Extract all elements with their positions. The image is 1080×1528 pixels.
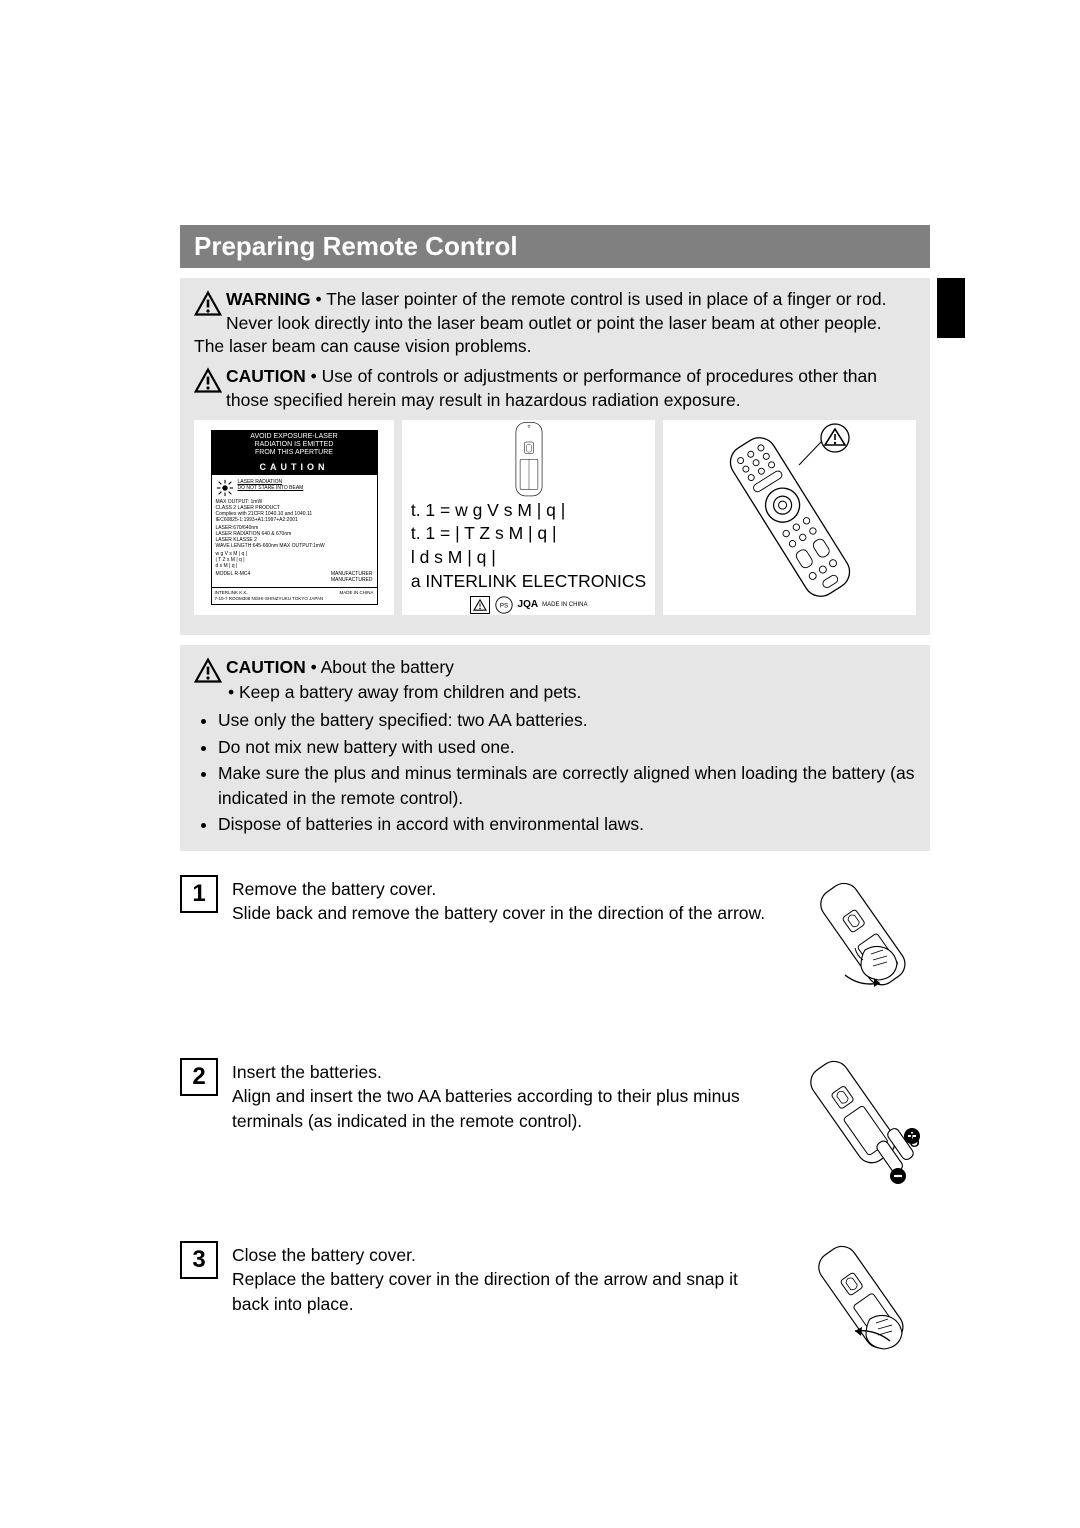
laser-line2: DO NOT STARE INTO BEAM (238, 485, 304, 491)
laser-hdr-2: RADIATION IS EMITTED (214, 441, 375, 449)
step-text: Close the battery cover. Replace the bat… (232, 1241, 776, 1317)
laser-label-body: LASER RADIATION DO NOT STARE INTO BEAM M… (212, 475, 377, 587)
step-title: Close the battery cover. (232, 1245, 416, 1265)
step-body: Slide back and remove the battery cover … (232, 903, 765, 923)
step-number: 3 (180, 1241, 218, 1279)
page-number: 5 (909, 1131, 920, 1153)
jqa-made: MADE IN CHINA (542, 601, 587, 609)
laser-made: MADE IN CHINA (339, 590, 373, 602)
battery-caution-label: CAUTION (226, 657, 306, 677)
laser-burst-icon (216, 479, 234, 497)
laser-hdr-1: AVOID EXPOSURE-LASER (214, 433, 375, 441)
warning-box: WARNING • The laser pointer of the remot… (180, 278, 930, 635)
steps-section: 1 Remove the battery cover. Slide back a… (180, 875, 930, 1366)
battery-caution-box: CAUTION • About the battery • Keep a bat… (180, 645, 930, 851)
laser-codes: w g V s M | q | | T Z s M | q | d s M | … (216, 551, 373, 569)
remote-back-illustration (494, 420, 564, 499)
manual-page: Preparing Remote Control WARNING • The l… (0, 0, 1080, 1528)
laser-wave: LASER:670/640nm LASER RADIATION 640 & 67… (216, 525, 373, 549)
step-body: Replace the battery cover in the directi… (232, 1269, 738, 1314)
step-3-illustration (790, 1241, 930, 1366)
battery-bullet-4: Dispose of batteries in accord with envi… (218, 812, 916, 837)
mini-warning-icon (470, 596, 490, 614)
battery-bullet-2: Do not mix new battery with used one. (218, 735, 916, 760)
step-body: Align and insert the two AA batteries ac… (232, 1086, 740, 1131)
battery-caution-list: Use only the battery specified: two AA b… (194, 708, 916, 837)
caution-text: • Use of controls or adjustments or perf… (226, 366, 877, 410)
laser-address: INTERLINK K.K. 7-10-7 ROOM308 NISHI-SHIN… (215, 590, 324, 602)
step-2: 2 Insert the batteries. Align and insert… (180, 1058, 930, 1183)
step-number: 2 (180, 1058, 218, 1096)
back-l1: t. 1 = w g V s M | q | (411, 499, 646, 523)
battery-caution-intro: • About the battery (311, 657, 454, 677)
ps-mark-icon: PS (494, 595, 514, 615)
back-l3: l d s M | q | (411, 546, 646, 570)
laser-label-foot: INTERLINK K.K. 7-10-7 ROOM308 NISHI-SHIN… (212, 587, 377, 604)
step-3: 3 Close the battery cover. Replace the b… (180, 1241, 930, 1366)
step-1-illustration (790, 875, 930, 1000)
side-index-tab (937, 278, 965, 338)
callout-warning-icon (799, 424, 849, 465)
laser-caution-bar: CAUTION (212, 459, 377, 475)
warning-label: WARNING (226, 289, 311, 309)
warning-triangle-icon (194, 290, 222, 318)
caution-label: CAUTION (226, 366, 306, 386)
step-title: Remove the battery cover. (232, 879, 436, 899)
svg-text:PS: PS (499, 603, 507, 610)
battery-caution-icon (194, 657, 222, 685)
step-1: 1 Remove the battery cover. Slide back a… (180, 875, 930, 1000)
remote-back-specs: t. 1 = w g V s M | q | t. 1 = | T Z s M … (411, 499, 646, 594)
section-title-bar: Preparing Remote Control (180, 225, 930, 268)
step-text: Insert the batteries. Align and insert t… (232, 1058, 776, 1134)
remote-front-illustration (725, 420, 855, 615)
caution-paragraph: CAUTION • Use of controls or adjustments… (194, 365, 916, 412)
step-title: Insert the batteries. (232, 1062, 382, 1082)
laser-mfg: MANUFACTURER MANUFACTURED (331, 571, 373, 583)
diagram-row: AVOID EXPOSURE-LASER RADIATION IS EMITTE… (194, 420, 916, 615)
back-l4: a INTERLINK ELECTRONICS (411, 570, 646, 594)
jqa-text: JQA (518, 598, 539, 612)
laser-label-header: AVOID EXPOSURE-LASER RADIATION IS EMITTE… (212, 431, 377, 458)
laser-model: MODEL R-MC4 (216, 571, 251, 583)
battery-bullet-0: Keep a battery away from children and pe… (239, 682, 581, 702)
step-2-illustration (790, 1058, 930, 1183)
remote-front-panel (663, 420, 916, 615)
step-text: Remove the battery cover. Slide back and… (232, 875, 776, 926)
remote-back-panel: t. 1 = w g V s M | q | t. 1 = | T Z s M … (402, 420, 655, 615)
battery-bullet-3: Make sure the plus and minus terminals a… (218, 761, 916, 810)
laser-hdr-3: FROM THIS APERTURE (214, 449, 375, 457)
warning-paragraph: WARNING • The laser pointer of the remot… (194, 288, 916, 359)
jqa-row: PS JQA MADE IN CHINA (470, 595, 588, 615)
step-number: 1 (180, 875, 218, 913)
battery-bullet-1: Use only the battery specified: two AA b… (218, 708, 916, 733)
back-l2: t. 1 = | T Z s M | q | (411, 522, 646, 546)
caution-triangle-icon (194, 367, 222, 395)
section-title: Preparing Remote Control (194, 231, 518, 261)
laser-specs: MAX OUTPUT: 1mW CLASS 2 LASER PRODUCT Co… (216, 499, 373, 523)
laser-label-panel: AVOID EXPOSURE-LASER RADIATION IS EMITTE… (194, 420, 394, 615)
laser-safety-label: AVOID EXPOSURE-LASER RADIATION IS EMITTE… (211, 430, 378, 604)
